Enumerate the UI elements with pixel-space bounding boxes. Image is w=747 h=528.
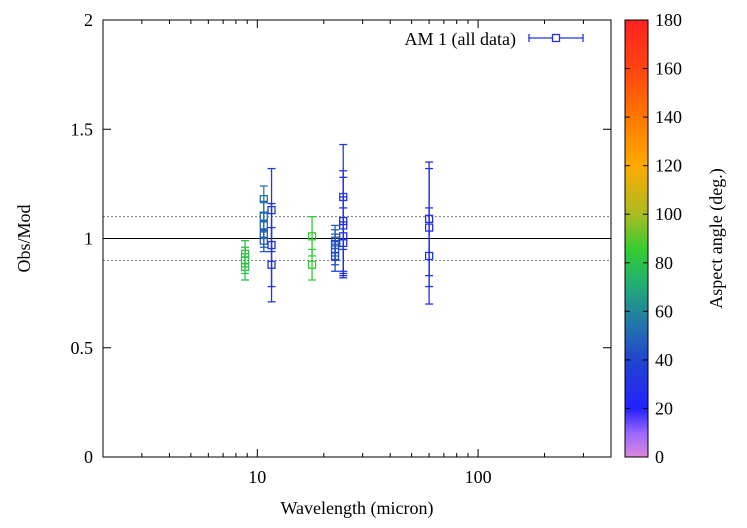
colorbar-tick-label: 160 (655, 59, 682, 79)
data-point (259, 229, 268, 253)
point-marker (307, 260, 317, 269)
y-tick-label: 1.5 (71, 119, 94, 139)
data-point (339, 207, 348, 279)
legend-marker (551, 33, 561, 43)
colorbar-label: Aspect angle (deg.) (706, 168, 727, 308)
legend: AM 1 (all data) (405, 29, 584, 50)
colorbar-gradient (625, 20, 648, 457)
x-axis-label: Wavelength (micron) (281, 498, 434, 519)
data-point (330, 240, 340, 272)
point-marker (339, 238, 348, 248)
data-point (307, 248, 317, 281)
y-tick-label: 2 (84, 10, 93, 30)
point-marker (330, 251, 340, 261)
colorbar-tick-label: 120 (655, 156, 682, 176)
colorbar-tick-label: 60 (655, 301, 673, 321)
colorbar-tick-label: 140 (655, 107, 682, 127)
y-axis: 0 0.5 1 1.5 2 (71, 10, 611, 467)
data-point (240, 253, 250, 281)
y-axis-label: Obs/Mod (14, 204, 34, 272)
colorbar-ticks: 0 20 40 60 80 100 120 140 160 180 (625, 10, 682, 467)
colorbar-tick-label: 80 (655, 253, 673, 273)
colorbar-tick-label: 40 (655, 350, 673, 370)
colorbar: 0 20 40 60 80 100 120 140 160 180 Aspect angle (d… (624, 10, 727, 467)
legend-symbol (528, 33, 584, 43)
point-marker (424, 251, 434, 261)
colorbar-frame (624, 19, 649, 458)
x-tick-label: 100 (465, 467, 492, 487)
colorbar-tick-label: 20 (655, 398, 673, 418)
data-point (424, 207, 434, 305)
point-marker (307, 232, 317, 241)
legend-label: AM 1 (all data) (405, 29, 516, 50)
x-axis: 10 100 (102, 20, 612, 487)
y-tick-label: 0 (84, 447, 93, 467)
colorbar-tick-label: 0 (655, 447, 664, 467)
point-marker (267, 260, 276, 269)
y-tick-label: 0.5 (71, 338, 94, 358)
reference-lines (103, 216, 611, 261)
point-marker (259, 236, 268, 245)
y-tick-label: 1 (84, 229, 93, 249)
data-point (267, 226, 276, 303)
data-points (240, 143, 434, 305)
point-marker (240, 262, 250, 272)
colorbar-tick-label: 100 (655, 204, 682, 224)
colorbar-tick-label: 180 (655, 10, 682, 30)
x-tick-label: 10 (248, 467, 266, 487)
